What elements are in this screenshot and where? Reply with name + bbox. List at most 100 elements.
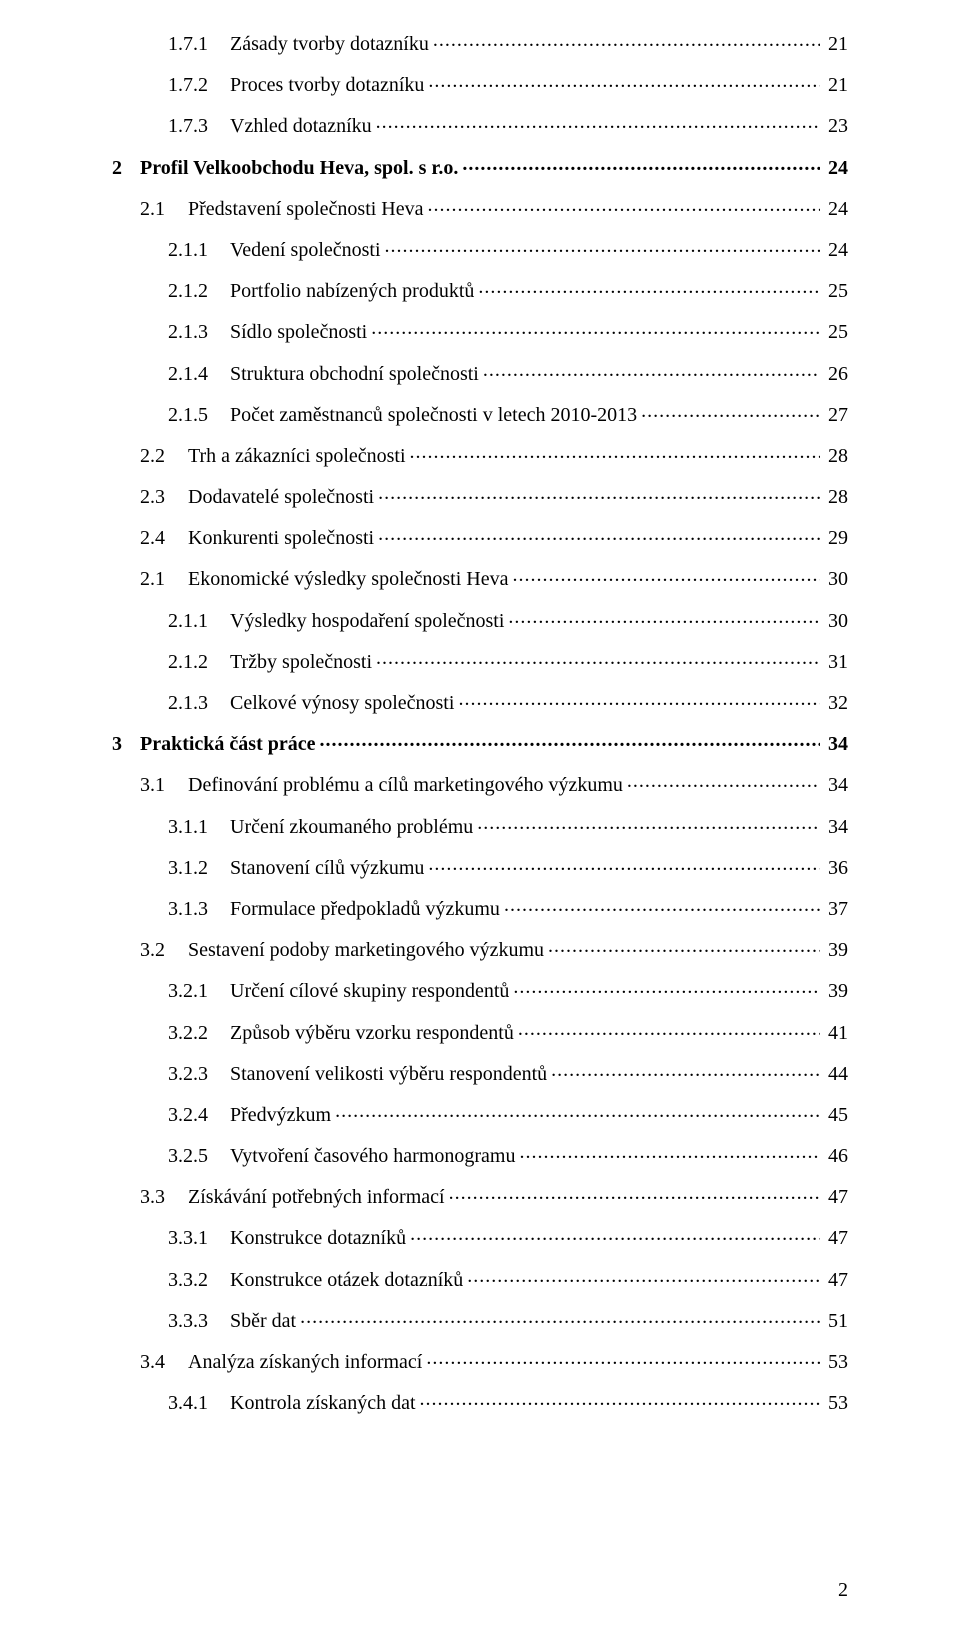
toc-leader-dots	[378, 524, 820, 544]
toc-entry: 3.2.1Určení cílové skupiny respondentů39	[112, 977, 848, 1001]
toc-entry: 2.1.2Portfolio nabízených produktů25	[112, 277, 848, 301]
toc-entry: 2.1.1Výsledky hospodaření společnosti30	[112, 607, 848, 631]
toc-leader-dots	[449, 1183, 820, 1203]
toc-entry-number: 3.3	[140, 1187, 188, 1207]
toc-leader-dots	[462, 154, 820, 174]
toc-entry-number: 2.1	[140, 569, 188, 589]
toc-entry: 3.2.5Vytvoření časového harmonogramu46	[112, 1142, 848, 1166]
toc-entry-number: 3.2.3	[168, 1064, 230, 1084]
toc-entry: 3Praktická část práce 34	[112, 730, 848, 754]
toc-entry-number: 2.1.4	[168, 364, 230, 384]
toc-entry-page: 21	[824, 75, 848, 95]
toc-entry-number: 2.1.5	[168, 405, 230, 425]
toc-entry: 2.3Dodavatelé společnosti28	[112, 483, 848, 507]
toc-entry-number: 3.4.1	[168, 1393, 230, 1413]
toc-entry-page: 41	[824, 1023, 848, 1043]
toc-entry-page: 24	[824, 240, 848, 260]
toc-entry: 2.2Trh a zákazníci společnosti28	[112, 442, 848, 466]
toc-entry-page: 47	[824, 1187, 848, 1207]
document-page: 1.7.1Zásady tvorby dotazníku211.7.2Proce…	[0, 0, 960, 1628]
toc-entry-number: 1.7.2	[168, 75, 230, 95]
toc-entry-number: 2.1.2	[168, 281, 230, 301]
toc-entry-title: Struktura obchodní společnosti	[230, 364, 479, 384]
toc-entry-title: Sestavení podoby marketingového výzkumu	[188, 940, 544, 960]
toc-entry-page: 51	[824, 1311, 848, 1331]
toc-entry-number: 2.1.3	[168, 322, 230, 342]
toc-leader-dots	[420, 1389, 821, 1409]
toc-entry-page: 45	[824, 1105, 848, 1125]
toc-entry-page: 26	[824, 364, 848, 384]
table-of-contents: 1.7.1Zásady tvorby dotazníku211.7.2Proce…	[112, 30, 848, 1413]
toc-entry-page: 46	[824, 1146, 848, 1166]
toc-entry-number: 2.1	[140, 199, 188, 219]
toc-entry-page: 21	[824, 34, 848, 54]
toc-entry-page: 47	[824, 1270, 848, 1290]
toc-leader-dots	[433, 30, 820, 50]
toc-entry-title: Vzhled dotazníku	[230, 116, 372, 136]
toc-entry-title: Profil Velkoobchodu Heva, spol. s r.o.	[140, 158, 458, 178]
toc-entry: 2.4Konkurenti společnosti29	[112, 524, 848, 548]
toc-entry-title: Ekonomické výsledky společnosti Heva	[188, 569, 509, 589]
toc-entry: 3.1.3Formulace předpokladů výzkumu37	[112, 895, 848, 919]
toc-leader-dots	[483, 360, 820, 380]
toc-leader-dots	[548, 936, 820, 956]
toc-entry-number: 2.1.3	[168, 693, 230, 713]
toc-entry-number: 2.1.1	[168, 611, 230, 631]
toc-entry: 2Profil Velkoobchodu Heva, spol. s r.o. 2…	[112, 154, 848, 178]
toc-entry-number: 1.7.3	[168, 116, 230, 136]
toc-entry: 3.3Získávání potřebných informací47	[112, 1183, 848, 1207]
toc-entry-title: Konstrukce dotazníků	[230, 1228, 406, 1248]
toc-leader-dots	[335, 1101, 820, 1121]
toc-entry-title: Vytvoření časového harmonogramu	[230, 1146, 515, 1166]
toc-entry: 2.1.3Celkové výnosy společnosti 32	[112, 689, 848, 713]
toc-entry-number: 2.4	[140, 528, 188, 548]
toc-leader-dots	[300, 1307, 820, 1327]
toc-entry-page: 24	[824, 199, 848, 219]
toc-leader-dots	[320, 730, 820, 750]
toc-entry-title: Celkové výnosy společnosti	[230, 693, 454, 713]
toc-entry-page: 44	[824, 1064, 848, 1084]
toc-entry-title: Proces tvorby dotazníku	[230, 75, 424, 95]
toc-leader-dots	[376, 648, 820, 668]
toc-entry-page: 28	[824, 487, 848, 507]
toc-leader-dots	[513, 565, 821, 585]
toc-entry-page: 29	[824, 528, 848, 548]
toc-entry-page: 30	[824, 569, 848, 589]
toc-entry-page: 24	[824, 158, 848, 178]
toc-entry-page: 25	[824, 281, 848, 301]
toc-entry-number: 3.3.1	[168, 1228, 230, 1248]
toc-entry-number: 2	[112, 158, 140, 178]
toc-leader-dots	[627, 771, 820, 791]
toc-entry-title: Určení cílové skupiny respondentů	[230, 981, 509, 1001]
toc-entry: 3.1Definování problému a cílů marketingo…	[112, 771, 848, 795]
toc-entry-number: 3.4	[140, 1352, 188, 1372]
toc-leader-dots	[385, 236, 820, 256]
toc-entry: 3.2.2Způsob výběru vzorku respondentů41	[112, 1019, 848, 1043]
toc-entry: 2.1.5Počet zaměstnanců společnosti v let…	[112, 401, 848, 425]
toc-entry-title: Představení společnosti Heva	[188, 199, 424, 219]
toc-entry-page: 47	[824, 1228, 848, 1248]
toc-entry-number: 3	[112, 734, 140, 754]
toc-entry-page: 39	[824, 981, 848, 1001]
toc-entry-title: Určení zkoumaného problému	[230, 817, 473, 837]
toc-entry-page: 34	[824, 734, 848, 754]
toc-entry: 2.1Ekonomické výsledky společnosti Heva 3…	[112, 565, 848, 589]
toc-entry-number: 2.1.2	[168, 652, 230, 672]
toc-entry-page: 53	[824, 1393, 848, 1413]
toc-entry-title: Výsledky hospodaření společnosti	[230, 611, 504, 631]
toc-entry-page: 36	[824, 858, 848, 878]
toc-entry-page: 32	[824, 693, 848, 713]
toc-leader-dots	[428, 854, 820, 874]
toc-entry-page: 28	[824, 446, 848, 466]
toc-entry: 1.7.2Proces tvorby dotazníku 21	[112, 71, 848, 95]
toc-entry-title: Zásady tvorby dotazníku	[230, 34, 429, 54]
toc-entry: 3.3.2Konstrukce otázek dotazníků47	[112, 1266, 848, 1290]
toc-entry-number: 3.1.2	[168, 858, 230, 878]
toc-entry-page: 31	[824, 652, 848, 672]
toc-entry-title: Praktická část práce	[140, 734, 316, 754]
toc-leader-dots	[504, 895, 820, 915]
toc-entry-title: Stanovení velikosti výběru respondentů	[230, 1064, 547, 1084]
toc-entry-title: Předvýzkum	[230, 1105, 331, 1125]
toc-entry-number: 2.3	[140, 487, 188, 507]
toc-leader-dots	[410, 1224, 820, 1244]
